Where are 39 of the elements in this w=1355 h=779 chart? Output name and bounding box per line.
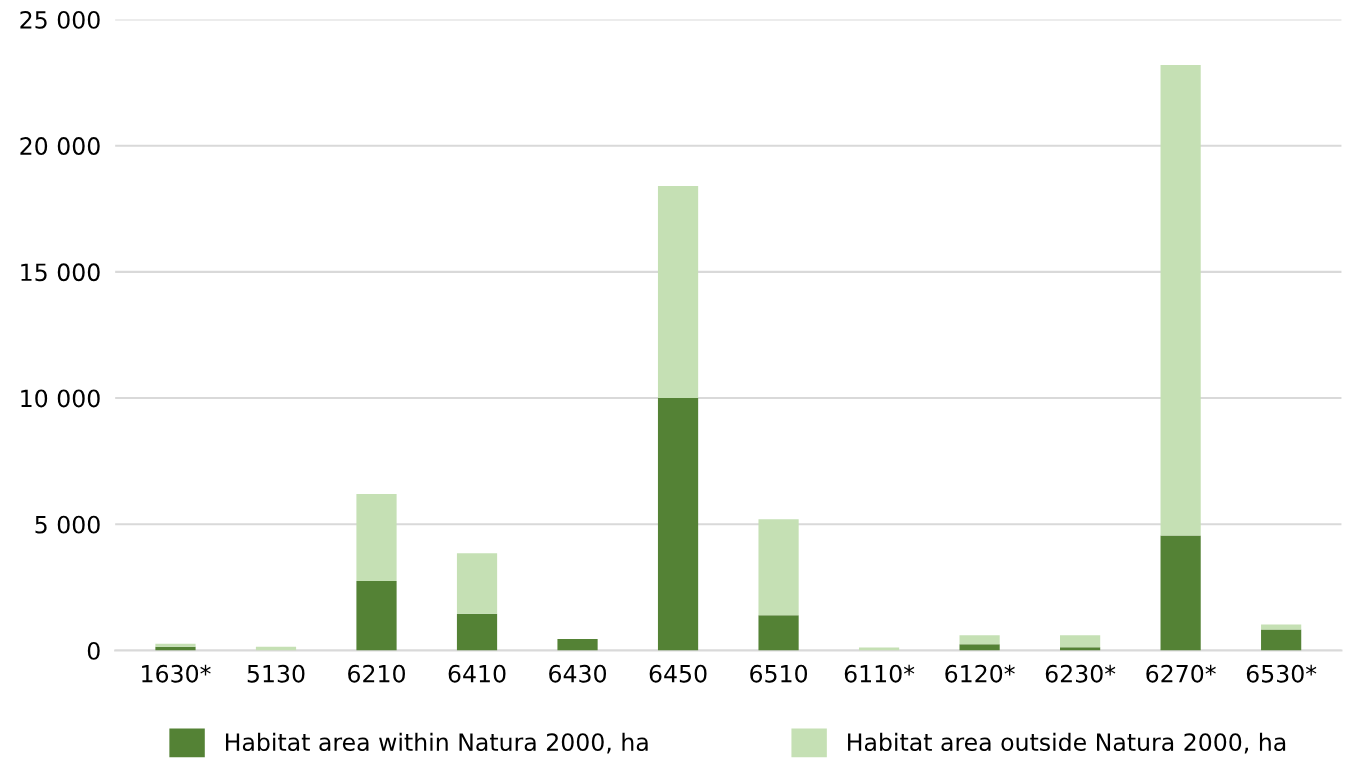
x-tick-label: 6510: [750, 664, 808, 683]
y-tick-label: 20 000: [20, 137, 100, 155]
bar: [657, 186, 699, 399]
legend-label: Habitat area within Natura 2000, ha: [226, 732, 648, 754]
x-tick-label: 1630*: [142, 664, 211, 683]
bar: [356, 581, 397, 651]
bar: [758, 615, 799, 651]
x-tick-label: 6270*: [1146, 664, 1216, 683]
bar: [657, 398, 699, 651]
bar: [1160, 535, 1201, 651]
bar: [456, 553, 498, 614]
bar: [1060, 647, 1101, 651]
bar: [1261, 624, 1302, 630]
bar: [356, 493, 397, 582]
y-tick-label: 10 000: [21, 389, 100, 408]
x-tick-label: 6450: [649, 664, 707, 683]
x-tick-label: 6530*: [1246, 664, 1317, 683]
bar: [1060, 635, 1101, 648]
bar: [959, 635, 1000, 645]
bar: [155, 643, 196, 647]
x-tick-label: 6230*: [1045, 664, 1116, 683]
y-tick-label: 5 000: [35, 515, 100, 534]
x-tick-label: 6410: [448, 664, 506, 683]
x-tick-label: 6430: [549, 664, 607, 683]
legend-label: Habitat area outside Natura 2000, ha: [848, 732, 1286, 754]
bar: [557, 639, 598, 651]
y-tick-label: 0: [87, 641, 100, 660]
bar: [1160, 64, 1201, 536]
bar: [456, 613, 498, 651]
bar: [959, 644, 1000, 651]
bar: [858, 647, 900, 651]
bar: [758, 519, 799, 616]
y-tick-label: 25 000: [20, 10, 100, 29]
y-tick-label: 15 000: [21, 263, 100, 282]
x-tick-label: 6110*: [844, 664, 915, 683]
x-tick-label: 6120*: [945, 664, 1015, 683]
bar: [1261, 629, 1302, 651]
x-tick-label: 5130: [247, 664, 305, 683]
x-tick-label: 6210: [348, 664, 405, 683]
